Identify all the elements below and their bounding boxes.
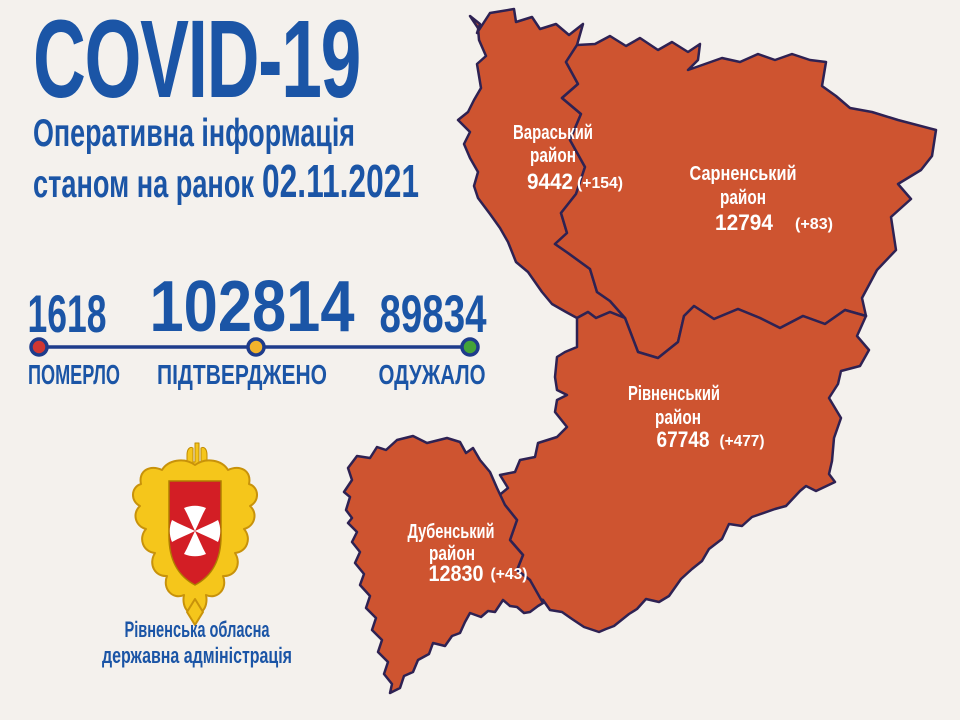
cartouche-bottom-diamond: [186, 598, 204, 626]
district-label-varaskyi-name: Вараський: [513, 122, 593, 144]
district-shape-rivnenskyi: [495, 304, 871, 634]
district-delta-varaskyi: (+154): [577, 175, 623, 192]
district-shape-sarnenskyi: [553, 34, 938, 360]
district-label-sarnenskyi-raion: район: [720, 187, 766, 209]
district-delta-sarnenskyi: (+83): [795, 216, 833, 233]
org-name-line1: Рівненська обласна: [125, 617, 270, 642]
stat-recovered-value: 89834: [380, 285, 487, 344]
district-label-rivnenskyi-name: Рівненський: [628, 383, 720, 405]
stat-died-value: 1618: [28, 285, 107, 344]
rivne-oblast-coat-of-arms: [132, 442, 258, 626]
stat-confirmed-value: 102814: [150, 267, 355, 347]
report-date: 02.11.2021: [262, 155, 419, 207]
district-shape-dubenskyi: [342, 434, 545, 695]
map-rivne-oblast: [342, 7, 938, 695]
map-district-labels: Вараський район 9442 (+154) Сарненський …: [408, 122, 834, 586]
district-delta-rivnenskyi: (+477): [720, 433, 765, 450]
stat-recovered-label: ОДУЖАЛО: [379, 359, 486, 390]
stat-died-label: ПОМЕРЛО: [28, 359, 120, 390]
died-dot: [29, 337, 49, 357]
district-label-rivnenskyi-raion: район: [655, 407, 701, 429]
stat-confirmed-label: ПІДТВЕРДЖЕНО: [157, 359, 327, 390]
white-cross-pattee: [169, 505, 221, 557]
district-label-sarnenskyi-name: Сарненський: [690, 163, 797, 185]
recovered-dot: [460, 337, 480, 357]
district-value-sarnenskyi: 12794: [715, 210, 774, 235]
district-label-dubenskyi-raion: район: [429, 543, 475, 565]
district-value-rivnenskyi: 67748: [657, 427, 710, 452]
district-value-dubenskyi: 12830: [429, 561, 484, 586]
footer-organization: Рівненська обласна державна адміністраці…: [102, 617, 292, 668]
confirmed-dot: [246, 337, 266, 357]
org-name-line2: державна адміністрація: [102, 643, 292, 668]
subtitle-line1: Оперативна інформація: [33, 112, 355, 155]
district-label-dubenskyi-name: Дубенський: [408, 521, 495, 543]
header: COVID-19 Оперативна інформація станом на…: [33, 0, 419, 207]
stats-summary: 1618 102814 89834 ПОМЕРЛО ПІДТВЕРДЖЕНО О…: [28, 267, 487, 390]
district-value-varaskyi: 9442: [527, 169, 573, 194]
subtitle-line2: станом на ранок: [33, 163, 254, 206]
district-delta-dubenskyi: (+43): [491, 566, 528, 583]
district-label-varaskyi-raion: район: [530, 145, 576, 167]
page-title: COVID-19: [33, 0, 360, 121]
